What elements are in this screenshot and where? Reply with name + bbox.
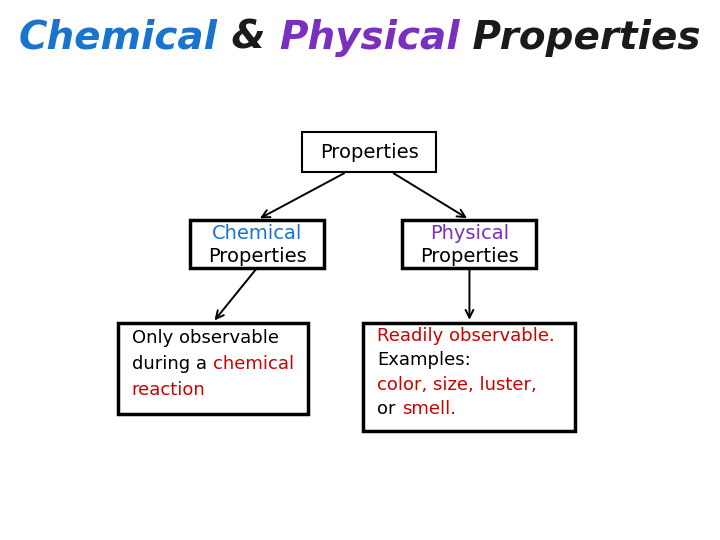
Text: Properties: Properties <box>420 247 519 266</box>
Text: Readily observable.: Readily observable. <box>377 327 555 345</box>
Bar <box>402 220 536 267</box>
Text: Properties: Properties <box>459 19 701 57</box>
Text: Physical: Physical <box>430 224 509 242</box>
Text: color, size, luster,: color, size, luster, <box>377 375 537 394</box>
Bar <box>190 220 324 267</box>
Text: &: & <box>218 19 279 57</box>
Text: or: or <box>377 400 402 417</box>
Text: Properties: Properties <box>320 143 418 161</box>
Text: chemical: chemical <box>212 355 294 373</box>
Text: Examples:: Examples: <box>377 352 471 369</box>
Text: during a: during a <box>132 355 212 373</box>
Text: Properties: Properties <box>208 247 307 266</box>
Text: Physical: Physical <box>279 19 459 57</box>
Text: reaction: reaction <box>132 381 206 400</box>
Bar <box>364 322 575 431</box>
Text: Only observable: Only observable <box>132 329 279 347</box>
Bar <box>118 322 307 414</box>
Text: smell.: smell. <box>402 400 456 417</box>
Text: Chemical: Chemical <box>212 224 302 242</box>
Text: Chemical: Chemical <box>19 19 218 57</box>
Bar <box>302 132 436 172</box>
